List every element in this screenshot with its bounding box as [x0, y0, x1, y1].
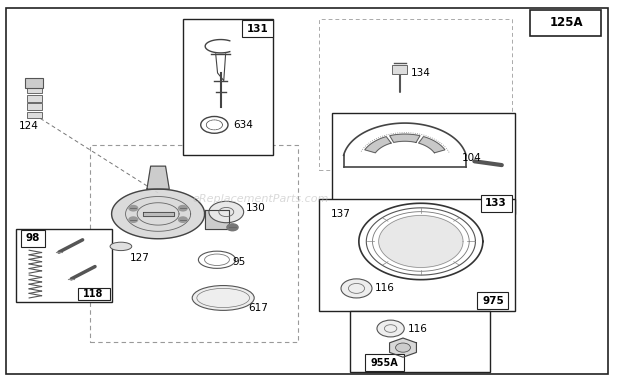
Text: 133: 133 [485, 198, 507, 208]
Text: 104: 104 [462, 153, 482, 163]
Bar [183, 19, 273, 155]
Text: 116: 116 [407, 324, 427, 333]
Bar [21, 230, 45, 247]
Polygon shape [418, 137, 445, 153]
Bar [90, 145, 298, 342]
Bar [27, 112, 42, 118]
Text: 125A: 125A [549, 16, 583, 29]
Bar [392, 65, 407, 74]
Text: 975: 975 [482, 296, 504, 306]
Text: 127: 127 [130, 253, 150, 263]
Text: 955A: 955A [371, 358, 398, 368]
Circle shape [129, 206, 138, 211]
Bar [332, 113, 515, 214]
Bar [78, 288, 110, 300]
Bar [242, 20, 273, 37]
Bar [27, 103, 42, 110]
Polygon shape [147, 166, 169, 189]
Circle shape [179, 217, 187, 222]
Text: 124: 124 [19, 121, 38, 131]
Bar [350, 311, 490, 372]
Text: eReplacementParts.com: eReplacementParts.com [192, 194, 329, 204]
Bar [530, 10, 601, 36]
Text: 98: 98 [25, 233, 40, 243]
Bar [365, 354, 404, 371]
Circle shape [129, 217, 138, 222]
Bar [16, 229, 112, 302]
Polygon shape [143, 212, 174, 216]
Text: 130: 130 [246, 203, 266, 213]
Ellipse shape [110, 242, 131, 251]
Circle shape [396, 343, 410, 352]
Text: 95: 95 [232, 257, 246, 267]
Bar [27, 86, 42, 93]
Circle shape [209, 201, 244, 223]
Text: 116: 116 [375, 283, 395, 293]
Bar [27, 95, 42, 102]
Text: 634: 634 [233, 120, 253, 130]
Text: 118: 118 [84, 289, 104, 299]
Bar [319, 19, 512, 170]
Circle shape [179, 206, 187, 211]
Polygon shape [365, 137, 391, 153]
Text: 134: 134 [411, 68, 431, 78]
Polygon shape [390, 134, 420, 142]
Circle shape [227, 224, 238, 231]
Polygon shape [112, 189, 205, 239]
Ellipse shape [192, 286, 254, 310]
Circle shape [377, 320, 404, 337]
Polygon shape [379, 215, 463, 267]
Polygon shape [389, 338, 417, 357]
Text: 137: 137 [330, 209, 350, 219]
Text: 131: 131 [246, 24, 268, 34]
Bar [477, 292, 508, 309]
Circle shape [341, 279, 372, 298]
Bar [25, 78, 43, 88]
Polygon shape [205, 210, 229, 229]
Bar [319, 199, 515, 311]
Text: 617: 617 [248, 303, 268, 312]
Bar [480, 195, 511, 212]
